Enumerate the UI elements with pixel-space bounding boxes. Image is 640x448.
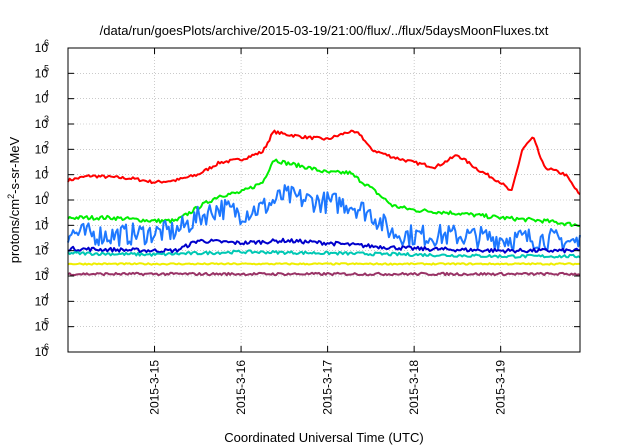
series-line xyxy=(67,158,581,228)
y-tick-label: 10-1 xyxy=(35,215,49,232)
series-line xyxy=(67,129,581,196)
y-tick-label: 10-6 xyxy=(35,342,49,359)
y-tick-label: 102 xyxy=(35,139,49,156)
y-tick-label: 101 xyxy=(35,165,49,182)
y-axis-label: protons/cm2-s-sr-MeV xyxy=(6,136,22,263)
chart-title: /data/run/goesPlots/archive/2015-03-19/2… xyxy=(100,23,549,38)
x-ticks: 2015-3-15 2015-3-16 2015-3-17 2015-3-18 2015… xyxy=(148,48,508,415)
y-tick-label: 106 xyxy=(35,38,49,55)
x-tick-label: 2015-3-18 xyxy=(407,360,421,415)
series-line xyxy=(67,262,580,266)
x-tick-label: 2015-3-17 xyxy=(321,360,335,415)
x-tick-label: 2015-3-19 xyxy=(494,360,508,415)
y-tick-label: 10-5 xyxy=(35,317,49,334)
x-tick-label: 2015-3-16 xyxy=(234,360,248,415)
y-tick-label: 103 xyxy=(35,114,49,131)
series-line xyxy=(67,249,581,259)
series-line xyxy=(67,271,581,277)
series-line xyxy=(68,237,581,254)
y-ticks: 10-6 10-5 10-4 10-3 10-2 10-1 100 101 102 103 104 1… xyxy=(35,38,580,359)
y-tick-label: 100 xyxy=(35,190,49,207)
y-tick-label: 10-3 xyxy=(35,266,49,283)
y-tick-label: 10-2 xyxy=(35,241,49,258)
x-axis-label: Coordinated Universal Time (UTC) xyxy=(224,430,423,445)
x-tick-label: 2015-3-15 xyxy=(148,360,162,415)
y-tick-label: 10-4 xyxy=(35,291,49,308)
y-tick-label: 104 xyxy=(35,89,49,106)
y-tick-label: 105 xyxy=(35,63,49,80)
series-lines xyxy=(67,129,581,277)
